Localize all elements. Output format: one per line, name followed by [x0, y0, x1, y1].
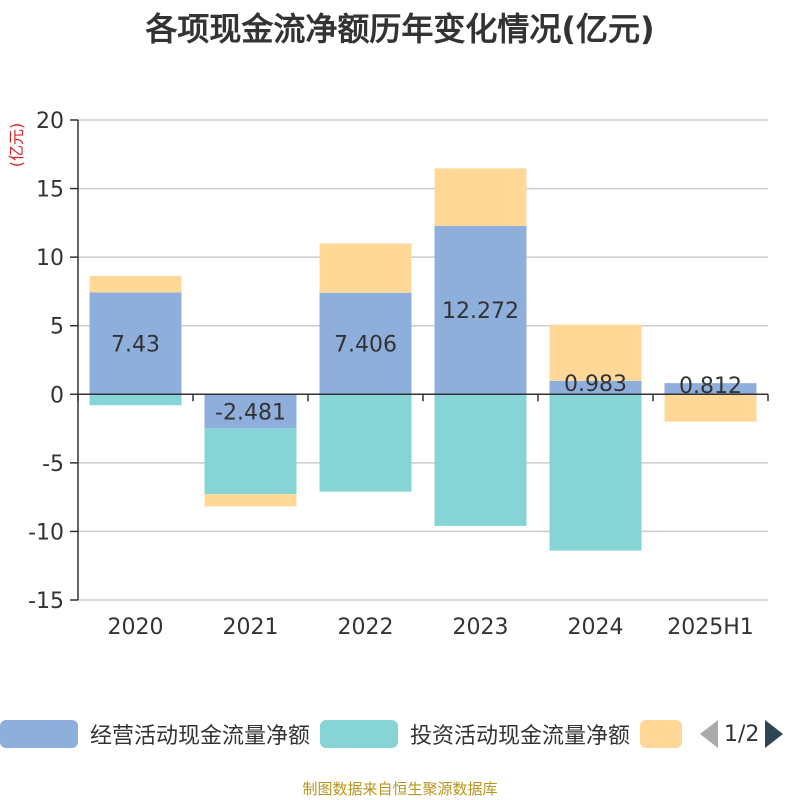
legend-label-operating: 经营活动现金流量净额 [90, 724, 311, 749]
pager-prev-icon[interactable] [700, 720, 718, 748]
legend-swatch-investing [320, 720, 398, 748]
bar-2022-s0 [319, 292, 412, 395]
legend-item-investing[interactable]: 投资活动现金流量净额 [320, 716, 630, 752]
bar-2021-s1 [204, 428, 297, 495]
legend-label-investing: 投资活动现金流量净额 [410, 724, 631, 749]
bar-2022-s1 [319, 394, 412, 492]
legend-swatch-operating [0, 720, 78, 748]
bar-2024-s0 [549, 380, 642, 395]
data-label: 0.812 [679, 374, 742, 399]
bar-2023-s2 [434, 168, 527, 226]
y-tick-label: 5 [50, 315, 64, 340]
x-tick-label: 2022 [338, 615, 394, 640]
data-label: 7.406 [334, 333, 397, 358]
x-tick-label: 2025H1 [667, 615, 754, 640]
y-tick-label: 10 [36, 246, 64, 271]
bar-2024-s1 [549, 394, 642, 551]
y-tick-label: -10 [28, 520, 64, 545]
bar-2021-s0 [204, 394, 297, 429]
legend-item-third[interactable] [640, 716, 682, 752]
bar-2020-s0 [89, 292, 182, 395]
x-tick-label: 2024 [568, 615, 624, 640]
data-label: 7.43 [111, 332, 160, 357]
bar-2024-s2 [549, 324, 642, 381]
y-tick-label: 0 [50, 383, 64, 408]
bar-2025H1-s2 [664, 394, 757, 422]
data-label: -2.481 [215, 400, 286, 425]
y-tick-label: -15 [28, 589, 64, 614]
bar-2022-s2 [319, 243, 412, 293]
y-tick-label: -5 [42, 452, 64, 477]
y-tick-label: 20 [36, 109, 64, 134]
bar-2021-s2 [204, 494, 297, 507]
data-label: 12.272 [442, 299, 519, 324]
bar-2025H1-s0 [664, 383, 757, 395]
legend-pager: 1/2 [700, 716, 784, 752]
pager-next-icon[interactable] [765, 720, 784, 748]
legend-swatch-third [640, 720, 682, 748]
bar-2020-s1 [89, 394, 182, 406]
y-axis-label: (亿元) [7, 123, 26, 168]
bar-2023-s1 [434, 394, 527, 526]
legend-item-operating[interactable]: 经营活动现金流量净额 [0, 716, 310, 752]
bar-2020-s2 [89, 275, 182, 293]
chart-title: 各项现金流净额历年变化情况(亿元) [145, 10, 655, 48]
x-tick-label: 2023 [453, 615, 509, 640]
legend: 经营活动现金流量净额 投资活动现金流量净额 [0, 716, 800, 752]
data-label: 0.983 [564, 372, 627, 397]
bar-2023-s0 [434, 225, 527, 395]
x-tick-label: 2021 [223, 615, 279, 640]
y-tick-label: 15 [36, 178, 64, 203]
source-note: 制图数据来自恒生聚源数据库 [302, 780, 498, 798]
x-tick-label: 2020 [108, 615, 164, 640]
pager-text: 1/2 [724, 721, 760, 747]
